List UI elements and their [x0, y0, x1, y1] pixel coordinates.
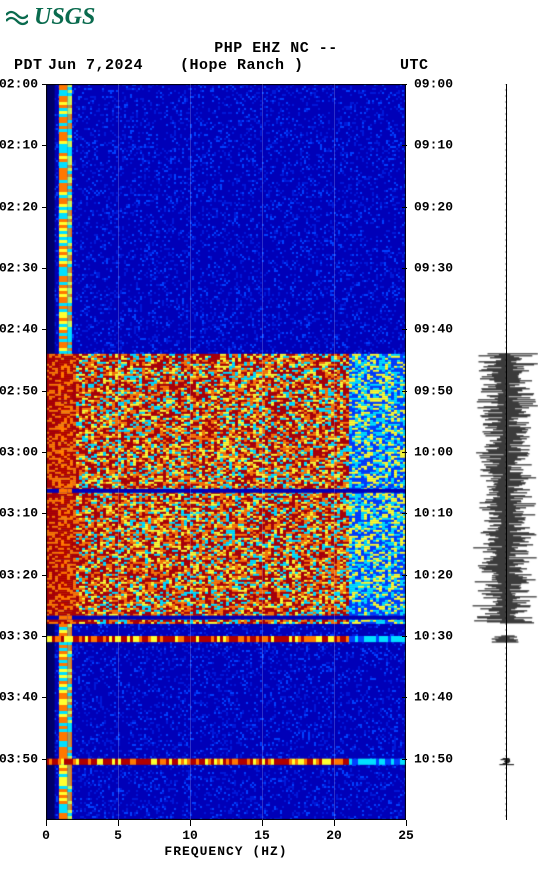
x-tick-mark — [118, 820, 119, 826]
x-tick-mark — [262, 820, 263, 826]
y-tick-left: 03:00 — [0, 445, 42, 460]
tick-mark — [402, 636, 407, 637]
tick-mark — [402, 513, 407, 514]
tick-mark — [402, 268, 407, 269]
y-tick-right: 09:00 — [414, 77, 453, 92]
y-tick-left: 02:20 — [0, 199, 42, 214]
tick-mark — [42, 759, 47, 760]
gridline — [118, 84, 119, 820]
x-tick-mark — [406, 820, 407, 826]
y-tick-right: 09:40 — [414, 322, 453, 337]
y-tick-right: 10:50 — [414, 751, 453, 766]
y-tick-left: 02:00 — [0, 77, 42, 92]
tick-mark — [402, 329, 407, 330]
y-axis-right: 09:0009:1009:2009:3009:4009:5010:0010:10… — [408, 84, 458, 820]
spectrogram-canvas — [46, 84, 406, 820]
x-axis-label: FREQUENCY (HZ) — [46, 844, 406, 859]
x-tick-label: 15 — [254, 828, 270, 843]
y-tick-right: 09:50 — [414, 383, 453, 398]
gridline — [190, 84, 191, 820]
tick-mark — [42, 84, 47, 85]
tick-mark — [42, 329, 47, 330]
tick-mark — [42, 513, 47, 514]
tick-mark — [42, 452, 47, 453]
y-tick-left: 03:10 — [0, 506, 42, 521]
y-tick-left: 03:20 — [0, 567, 42, 582]
tick-mark — [402, 145, 407, 146]
x-tick-label: 5 — [114, 828, 122, 843]
y-tick-left: 02:30 — [0, 261, 42, 276]
x-tick-label: 0 — [42, 828, 50, 843]
y-tick-right: 09:10 — [414, 138, 453, 153]
y-tick-left: 02:10 — [0, 138, 42, 153]
y-tick-left: 02:50 — [0, 383, 42, 398]
x-tick-mark — [334, 820, 335, 826]
tick-mark — [402, 452, 407, 453]
tick-mark — [42, 207, 47, 208]
waveform-canvas — [468, 84, 538, 820]
y-axis-left: 02:0002:1002:2002:3002:4002:5003:0003:10… — [0, 84, 46, 820]
station-name: (Hope Ranch ) — [180, 57, 304, 74]
y-tick-right: 10:10 — [414, 506, 453, 521]
waveform-axis — [506, 84, 507, 820]
y-tick-left: 03:30 — [0, 629, 42, 644]
x-tick-label: 10 — [182, 828, 198, 843]
right-tz: UTC — [400, 57, 429, 74]
y-tick-left: 03:50 — [0, 751, 42, 766]
usgs-logo: USGS — [6, 4, 95, 31]
page-root: USGS PHP EHZ NC -- PDT Jun 7,2024 (Hope … — [0, 0, 552, 893]
x-tick-label: 25 — [398, 828, 414, 843]
tick-mark — [42, 636, 47, 637]
wave-icon — [6, 9, 28, 27]
tick-mark — [402, 207, 407, 208]
waveform-panel — [468, 84, 538, 820]
tick-mark — [402, 759, 407, 760]
tick-mark — [42, 575, 47, 576]
x-tick-label: 20 — [326, 828, 342, 843]
tick-mark — [402, 84, 407, 85]
y-tick-right: 10:30 — [414, 629, 453, 644]
y-tick-right: 09:30 — [414, 261, 453, 276]
spectrogram-plot — [46, 84, 406, 820]
tick-mark — [42, 391, 47, 392]
tick-mark — [42, 697, 47, 698]
x-tick-mark — [46, 820, 47, 826]
logo-text: USGS — [34, 4, 95, 31]
y-tick-right: 10:20 — [414, 567, 453, 582]
station-code: PHP EHZ NC -- — [0, 40, 552, 57]
chart-header: PHP EHZ NC -- PDT Jun 7,2024 (Hope Ranch… — [0, 40, 552, 75]
x-tick-mark — [190, 820, 191, 826]
y-tick-left: 02:40 — [0, 322, 42, 337]
tick-mark — [402, 697, 407, 698]
header-date: Jun 7,2024 — [48, 57, 143, 74]
y-tick-right: 09:20 — [414, 199, 453, 214]
tick-mark — [402, 391, 407, 392]
y-tick-right: 10:00 — [414, 445, 453, 460]
tick-mark — [42, 268, 47, 269]
y-tick-right: 10:40 — [414, 690, 453, 705]
tick-mark — [42, 145, 47, 146]
y-tick-left: 03:40 — [0, 690, 42, 705]
gridline — [262, 84, 263, 820]
gridline — [334, 84, 335, 820]
tick-mark — [402, 575, 407, 576]
left-tz: PDT — [14, 57, 43, 74]
